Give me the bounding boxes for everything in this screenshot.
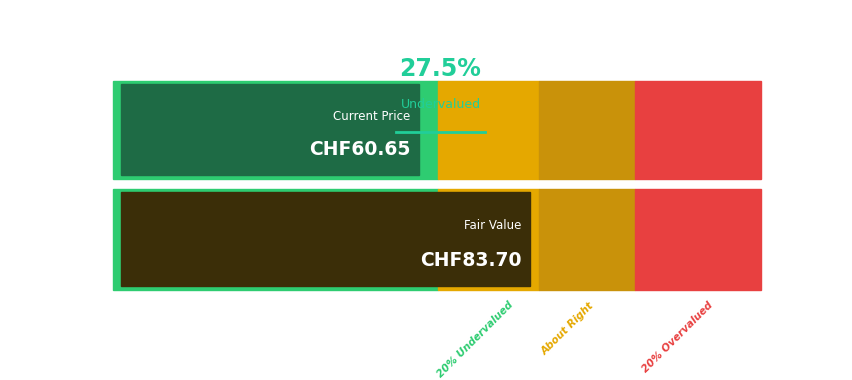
Bar	[538, 81, 634, 179]
Text: 20% Overvalued: 20% Overvalued	[640, 300, 714, 375]
Text: Current Price: Current Price	[333, 109, 410, 123]
Bar	[121, 193, 529, 287]
Text: 20% Undervalued: 20% Undervalued	[435, 300, 515, 380]
Bar	[634, 81, 760, 179]
Bar	[634, 189, 760, 290]
Text: Fair Value: Fair Value	[463, 219, 521, 232]
Bar	[121, 84, 418, 175]
Text: About Right: About Right	[539, 300, 596, 356]
Text: CHF83.70: CHF83.70	[420, 251, 521, 270]
Text: 27.5%: 27.5%	[399, 57, 481, 81]
Bar	[113, 81, 438, 179]
Text: CHF60.65: CHF60.65	[309, 140, 410, 159]
Bar	[438, 189, 538, 290]
Bar	[113, 189, 438, 290]
Bar	[538, 189, 634, 290]
Bar	[438, 81, 538, 179]
Text: Undervalued: Undervalued	[400, 98, 480, 111]
